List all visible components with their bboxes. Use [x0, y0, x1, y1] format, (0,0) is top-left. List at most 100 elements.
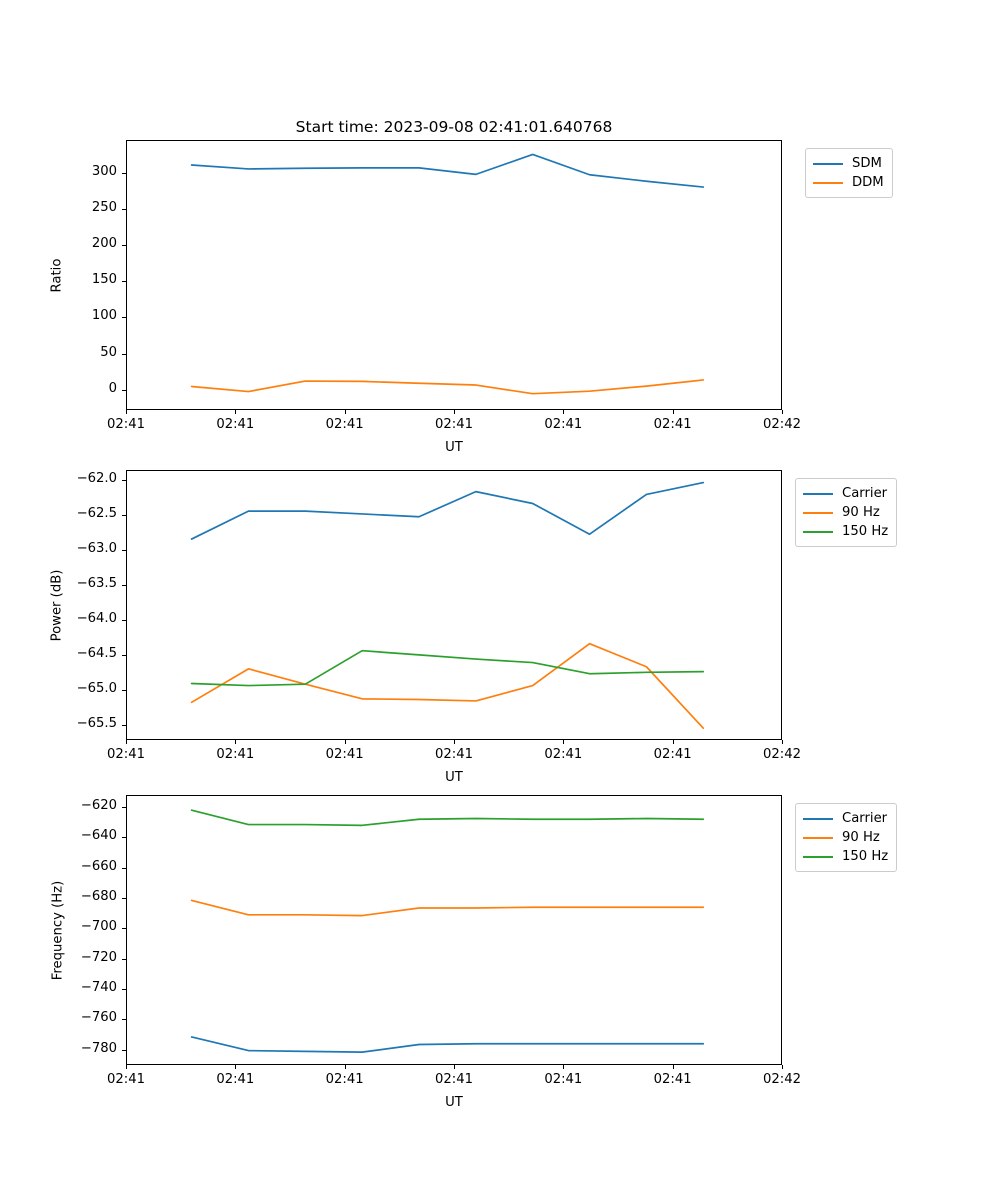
ytick-label: −640 [80, 828, 117, 844]
xtick-label: 02:41 [653, 417, 692, 432]
ytick-label: 200 [91, 235, 117, 251]
legend-ratio[interactable]: SDM DDM [805, 148, 893, 198]
ytick-label: 50 [100, 344, 117, 360]
xtick-mark [672, 1065, 674, 1069]
xlabel-power: UT [445, 770, 463, 785]
figure-title: Start time: 2023-09-08 02:41:01.640768 [295, 118, 613, 136]
ytick-label: −62.5 [76, 506, 117, 522]
xtick-mark [672, 410, 674, 414]
ytick-mark [122, 208, 126, 210]
legend-frequency[interactable]: Carrier 90 Hz 150 Hz [795, 803, 898, 872]
line-series [190, 649, 705, 687]
legend-item[interactable]: DDM [813, 173, 884, 192]
xtick-mark [782, 1065, 783, 1069]
xtick-label: 02:41 [653, 747, 692, 762]
legend-item[interactable]: Carrier [803, 484, 888, 503]
ytick-label: −62.0 [76, 471, 117, 487]
xtick-label: 02:41 [106, 747, 145, 762]
xtick-label: 02:41 [653, 1072, 692, 1087]
xtick-label: 02:41 [106, 1072, 145, 1087]
ytick-label: −780 [80, 1040, 117, 1056]
ytick-mark [122, 724, 126, 726]
ytick-label: 0 [108, 380, 117, 396]
ylabel-ratio: Ratio [49, 258, 65, 293]
axes-frame-ratio [126, 140, 782, 410]
subplot-frequency [126, 795, 782, 1065]
xlabel-frequency: UT [445, 1095, 463, 1110]
xtick-label: 02:41 [544, 747, 583, 762]
xtick-label: 02:41 [544, 417, 583, 432]
legend-label: 150 Hz [842, 849, 889, 864]
xtick-label: 02:41 [216, 417, 255, 432]
ytick-label: −620 [80, 798, 117, 814]
xtick-label: 02:42 [762, 747, 801, 762]
xtick-label: 02:41 [434, 417, 473, 432]
ytick-mark [122, 958, 126, 960]
ytick-label: −660 [80, 858, 117, 874]
ytick-label: 300 [91, 163, 117, 179]
ytick-mark [122, 689, 126, 691]
plot-lines-frequency [190, 809, 705, 1053]
legend-power[interactable]: Carrier 90 Hz 150 Hz [795, 478, 898, 547]
legend-item[interactable]: 90 Hz [803, 828, 888, 847]
ytick-label: 150 [91, 272, 117, 288]
xtick-label: 02:41 [216, 747, 255, 762]
ytick-mark [122, 281, 126, 283]
xtick-mark [344, 740, 346, 744]
legend-item[interactable]: SDM [813, 154, 884, 173]
ytick-mark [122, 317, 126, 319]
line-series [190, 809, 705, 827]
legend-item[interactable]: Carrier [803, 809, 888, 828]
line-series [190, 899, 705, 917]
xtick-mark [563, 740, 565, 744]
xtick-mark [563, 410, 565, 414]
xtick-label: 02:41 [216, 1072, 255, 1087]
ytick-label: −740 [80, 980, 117, 996]
xtick-mark [454, 740, 455, 744]
xlabel-ratio: UT [445, 440, 463, 455]
ytick-mark [122, 1049, 126, 1051]
ytick-label: 250 [91, 199, 117, 215]
ytick-mark [122, 989, 126, 991]
legend-line-icon [813, 162, 843, 165]
ytick-label: −63.0 [76, 541, 117, 557]
ylabel-frequency: Frequency (Hz) [50, 880, 66, 981]
ytick-mark [122, 244, 126, 246]
subplot-ratio [126, 140, 782, 410]
line-series [190, 481, 705, 540]
axes-frame-frequency [126, 795, 782, 1065]
xtick-mark [563, 1065, 565, 1069]
ytick-mark [122, 585, 126, 587]
ytick-mark [122, 928, 126, 930]
ytick-mark [122, 1019, 126, 1021]
ytick-mark [122, 353, 126, 355]
ytick-mark [122, 550, 126, 552]
legend-line-icon [803, 492, 833, 495]
legend-label: SDM [852, 156, 882, 171]
xtick-mark [782, 410, 783, 414]
plot-lines-power [190, 481, 705, 729]
xtick-mark [126, 740, 127, 744]
xtick-mark [235, 1065, 237, 1069]
ytick-mark [122, 837, 126, 839]
ytick-label: 100 [91, 308, 117, 324]
xtick-label: 02:41 [434, 747, 473, 762]
ytick-label: −680 [80, 889, 117, 905]
xtick-mark [672, 740, 674, 744]
xtick-mark [454, 410, 455, 414]
xtick-label: 02:41 [325, 417, 364, 432]
xtick-mark [126, 1065, 127, 1069]
xtick-label: 02:41 [106, 417, 145, 432]
legend-label: 90 Hz [842, 830, 880, 845]
ytick-label: −64.5 [76, 645, 117, 661]
ytick-mark [122, 867, 126, 869]
legend-item[interactable]: 150 Hz [803, 522, 888, 541]
ytick-label: −65.0 [76, 680, 117, 696]
xtick-label: 02:41 [544, 1072, 583, 1087]
ytick-mark [122, 515, 126, 517]
ytick-mark [122, 654, 126, 656]
legend-item[interactable]: 90 Hz [803, 503, 888, 522]
ylabel-power: Power (dB) [49, 569, 65, 642]
legend-item[interactable]: 150 Hz [803, 847, 888, 866]
line-series [190, 642, 705, 729]
